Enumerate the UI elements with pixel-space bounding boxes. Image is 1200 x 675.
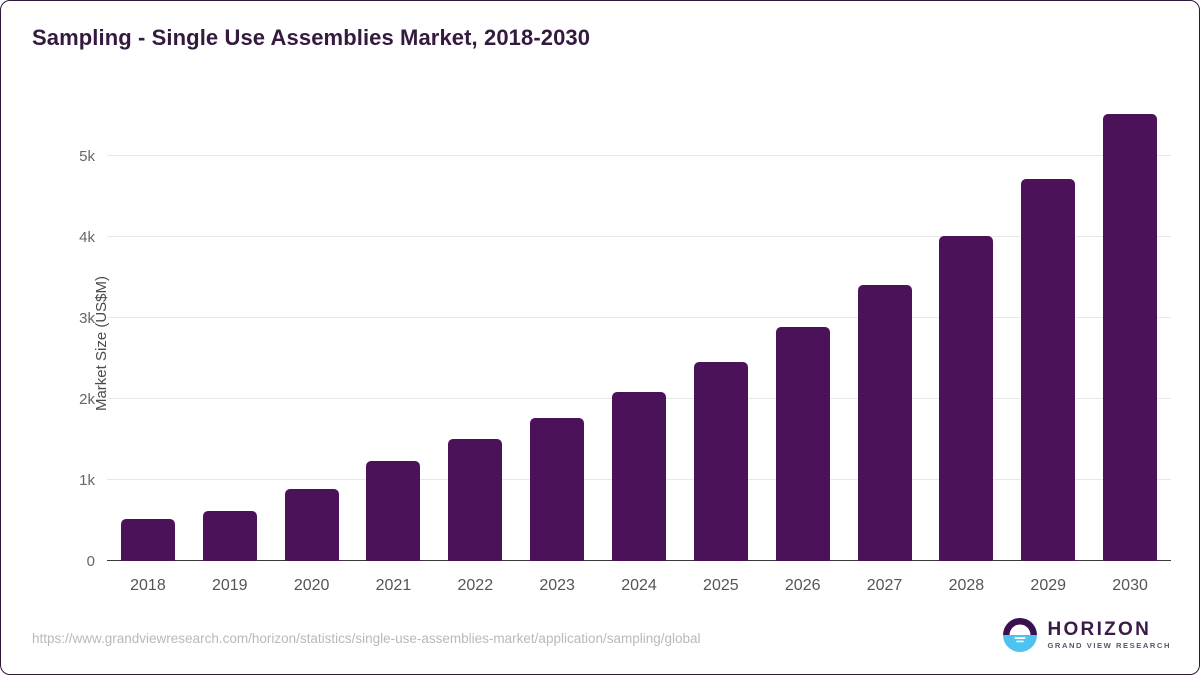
bar[interactable] bbox=[284, 488, 339, 561]
horizon-logo-icon bbox=[1003, 618, 1038, 652]
logo-text: HORIZON GRAND VIEW RESEARCH bbox=[1047, 620, 1171, 650]
bar-group: 2023 bbox=[516, 91, 598, 594]
x-tick-label: 2026 bbox=[784, 577, 821, 594]
y-tick-label: 1k bbox=[79, 471, 95, 489]
x-tick-label: 2027 bbox=[866, 577, 903, 594]
x-tick-label: 2020 bbox=[293, 577, 330, 594]
brand-logo: HORIZON GRAND VIEW RESEARCH bbox=[1002, 617, 1171, 653]
y-tick-label: 0 bbox=[86, 553, 95, 570]
gridline-3k bbox=[107, 316, 1171, 318]
x-tick-label: 2024 bbox=[621, 577, 657, 594]
x-tick-label: 2022 bbox=[457, 577, 494, 594]
x-tick-label: 2023 bbox=[539, 577, 575, 594]
bar[interactable] bbox=[366, 461, 421, 561]
bar[interactable] bbox=[693, 361, 748, 561]
bar-group: 2020 bbox=[271, 91, 353, 594]
y-tick-label: 4k bbox=[79, 228, 95, 246]
bar[interactable] bbox=[611, 391, 666, 561]
bar[interactable] bbox=[530, 417, 585, 561]
bar-series: 2018 2019 2020 2021 2022 2023 2024 2025 2026 2027… bbox=[107, 91, 1171, 594]
y-tick-label: 5k bbox=[79, 147, 95, 165]
bar[interactable] bbox=[1103, 113, 1158, 561]
gridline-5k bbox=[107, 154, 1171, 156]
x-tick-label: 2018 bbox=[130, 577, 166, 594]
bar[interactable] bbox=[1021, 178, 1076, 561]
y-tick-label: 2k bbox=[79, 390, 95, 408]
x-tick-label: 2028 bbox=[948, 577, 985, 594]
bar-group: 2026 bbox=[762, 91, 844, 594]
logo-wordmark: HORIZON bbox=[1047, 619, 1152, 641]
bar-group: 2029 bbox=[1007, 91, 1089, 594]
bar[interactable] bbox=[775, 326, 830, 561]
bar-group: 2024 bbox=[598, 91, 680, 594]
bar-group: 2027 bbox=[844, 91, 926, 594]
source-url[interactable]: https://www.grandviewresearch.com/horizo… bbox=[32, 631, 701, 646]
bar-group: 2030 bbox=[1089, 91, 1171, 594]
x-tick-label: 2029 bbox=[1030, 577, 1067, 594]
bar-group: 2021 bbox=[353, 91, 435, 594]
bar[interactable] bbox=[857, 285, 912, 561]
gridline-4k bbox=[107, 235, 1171, 237]
y-tick-label: 3k bbox=[79, 309, 95, 327]
plot-area: Market Size (US$M) 0 1k 2k 3k 4k 5k 2018 2019 2… bbox=[79, 91, 1171, 594]
page-title: Sampling - Single Use Assemblies Market,… bbox=[32, 25, 591, 50]
bar-group: 2028 bbox=[925, 91, 1007, 594]
x-tick-label: 2019 bbox=[211, 577, 248, 594]
bar-group: 2025 bbox=[680, 91, 762, 594]
logo-tagline: GRAND VIEW RESEARCH bbox=[1047, 641, 1171, 651]
bar[interactable] bbox=[939, 236, 994, 561]
bar-group: 2022 bbox=[434, 91, 516, 594]
bar[interactable] bbox=[448, 439, 503, 561]
bar-group: 2019 bbox=[189, 91, 271, 594]
x-tick-label: 2021 bbox=[375, 577, 412, 594]
bar-group: 2018 bbox=[107, 91, 189, 594]
x-tick-label: 2030 bbox=[1112, 577, 1148, 594]
bar[interactable] bbox=[202, 510, 257, 561]
bar[interactable] bbox=[120, 518, 175, 561]
x-tick-label: 2025 bbox=[703, 577, 739, 594]
